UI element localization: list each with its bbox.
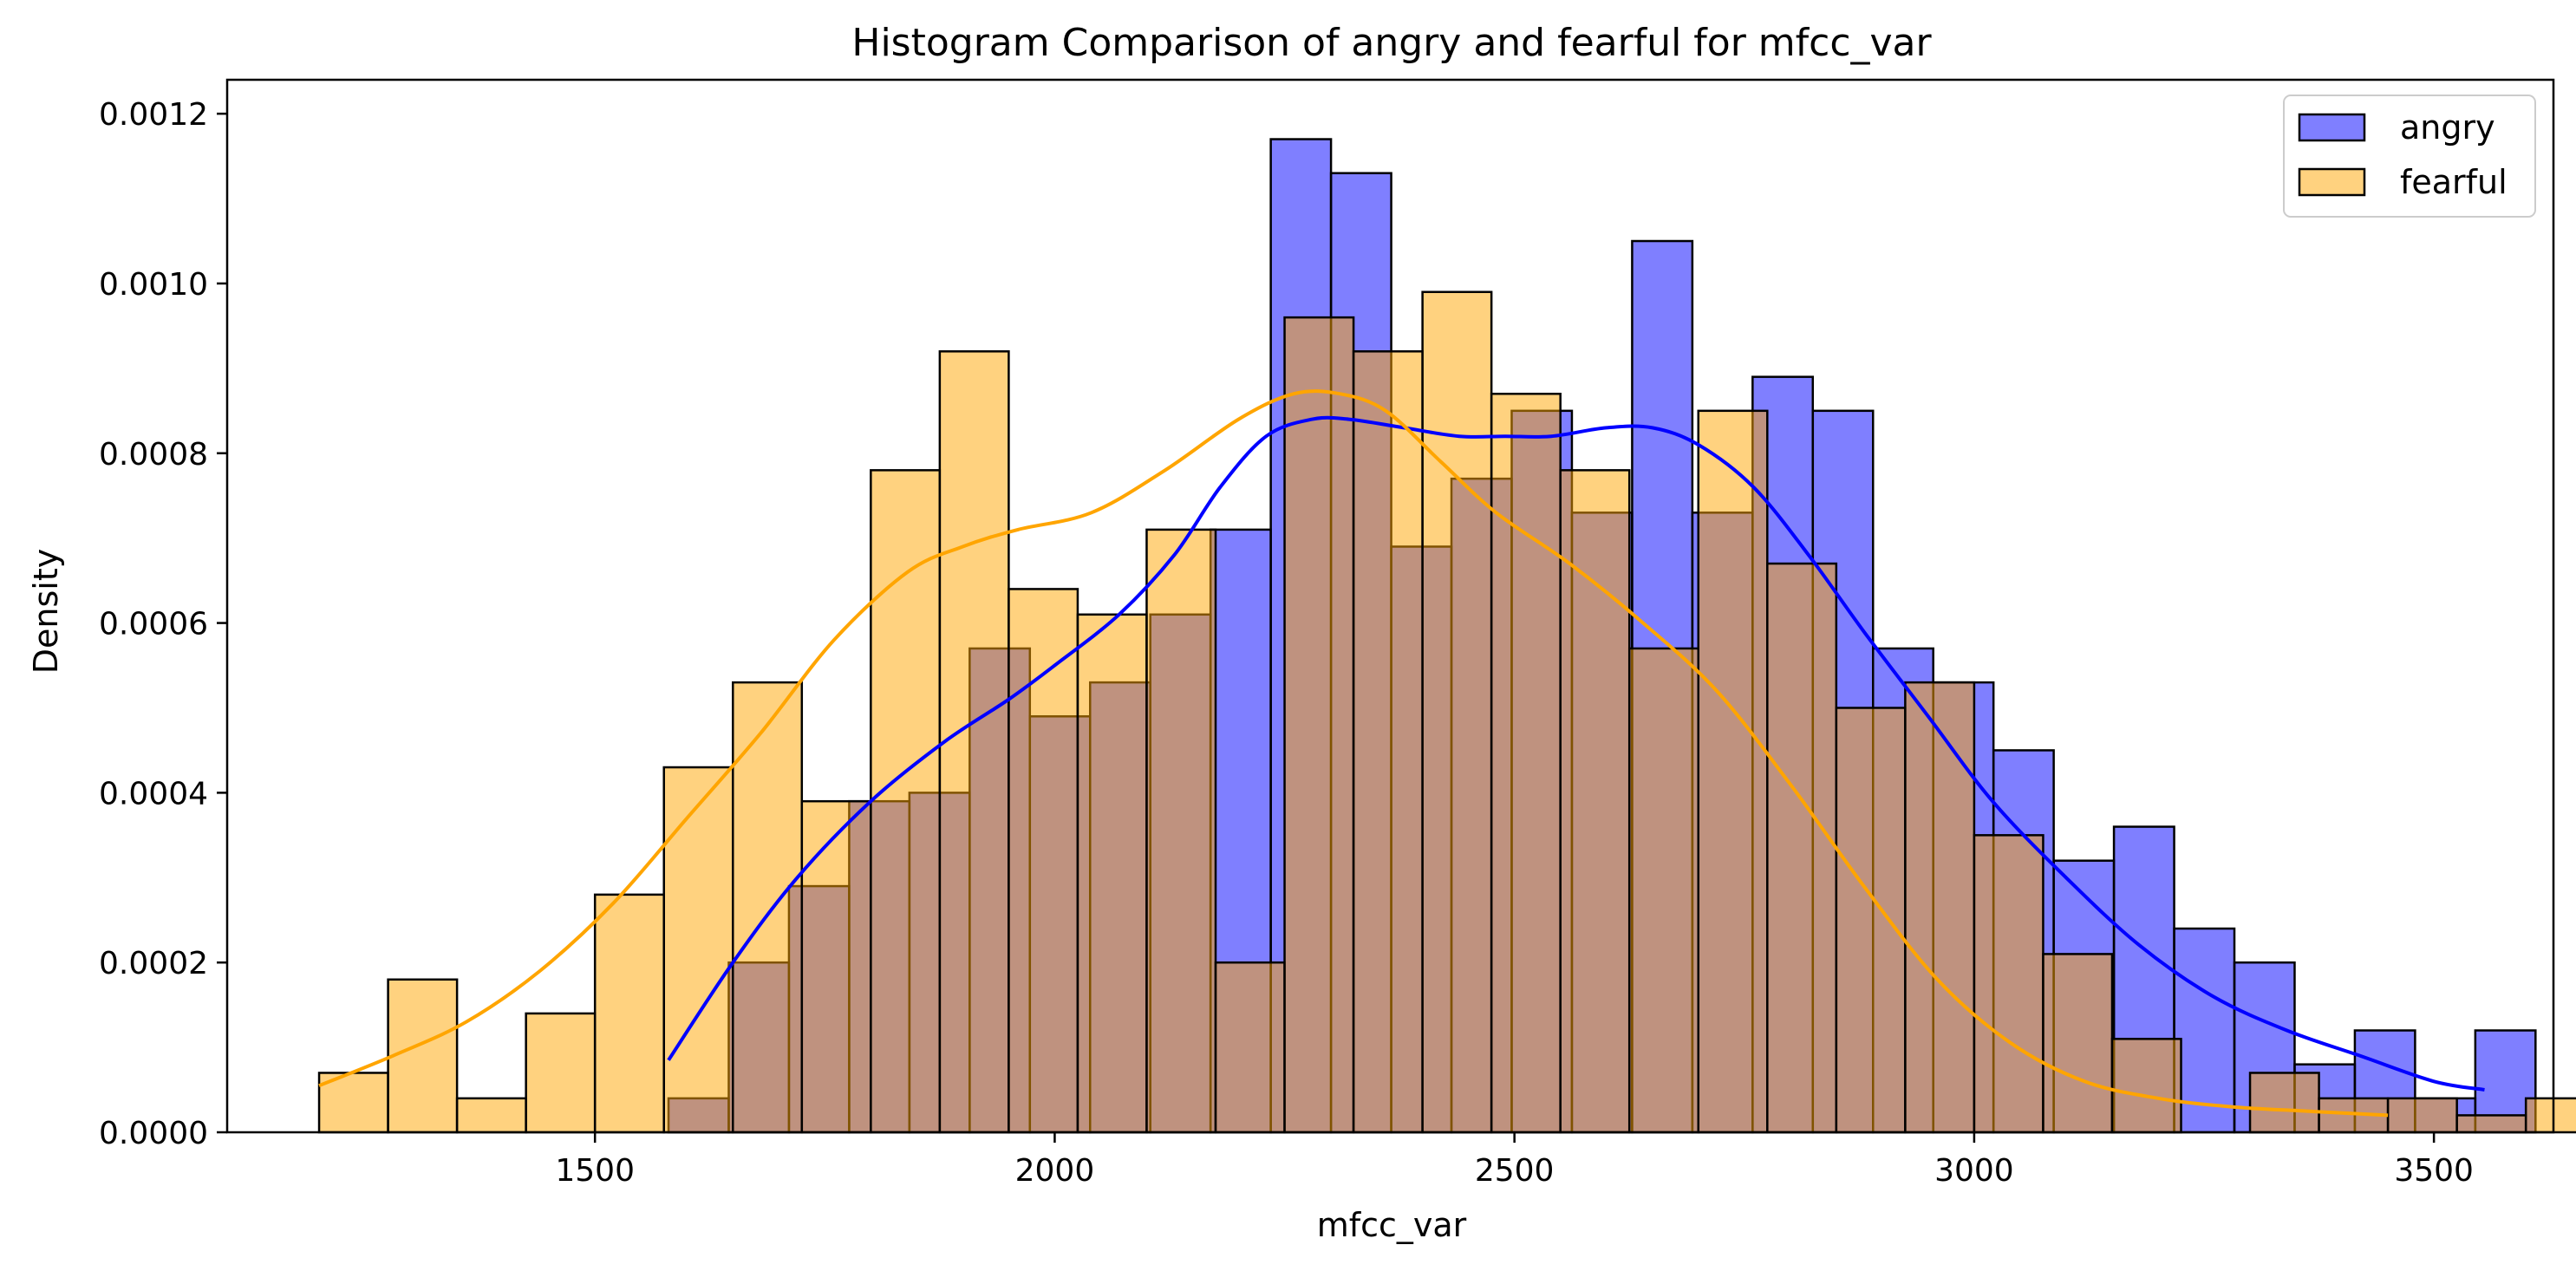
fearful-bar xyxy=(2386,1097,2458,1134)
x-axis-ticks: 1500 2000 2500 3000 3500 xyxy=(555,1132,2474,1189)
legend-swatch-angry xyxy=(2298,113,2366,142)
fearful-bar xyxy=(593,893,665,1134)
x-tick-label: 2500 xyxy=(1475,1153,1555,1189)
fearful-bar xyxy=(1627,647,1700,1134)
fearful-bar xyxy=(1076,613,1148,1134)
kde-layer xyxy=(318,389,2485,1118)
legend-swatch-fearful xyxy=(2298,167,2366,197)
fearful-bar xyxy=(455,1097,527,1134)
fearful-bar xyxy=(1145,528,1217,1134)
y-tick-label: 0.0008 xyxy=(99,437,208,473)
y-tick-label: 0.0010 xyxy=(99,267,208,303)
fearful-bar xyxy=(387,978,459,1134)
fearful-bar xyxy=(2524,1097,2576,1134)
bars-layer xyxy=(317,138,2576,1134)
fearful-bar xyxy=(525,1012,597,1134)
y-tick-label: 0.0006 xyxy=(99,607,208,642)
x-tick-label: 1500 xyxy=(555,1153,635,1189)
plot-frame xyxy=(225,78,2555,1134)
legend-label-fearful: fearful xyxy=(2400,163,2508,201)
y-tick-label: 0.0000 xyxy=(99,1116,208,1151)
x-tick-label: 2000 xyxy=(1015,1153,1095,1189)
x-tick-label: 3000 xyxy=(1934,1153,2014,1189)
fearful-bar xyxy=(2455,1114,2527,1134)
fearful-bar xyxy=(1283,316,1355,1134)
fearful-bar xyxy=(1835,707,1907,1134)
fearful-bar xyxy=(1904,681,1976,1134)
fearful-kde-line xyxy=(318,389,2389,1118)
fearful-bar xyxy=(2042,953,2114,1134)
fearful-bar xyxy=(1559,469,1631,1134)
angry-bar xyxy=(2173,927,2236,1134)
fearful-bar xyxy=(662,766,734,1134)
legend-label-angry: angry xyxy=(2400,108,2495,147)
fearful-bar xyxy=(938,350,1010,1134)
plot-area xyxy=(317,138,2576,1134)
angry-kde-line xyxy=(667,415,2485,1092)
fearful-bar xyxy=(1490,392,1562,1134)
y-axis-ticks: 0.0000 0.0002 0.0004 0.0006 0.0008 0.0010 0.00… xyxy=(99,97,227,1151)
legend: angry fearful xyxy=(2283,95,2536,218)
x-axis-label: mfcc_var xyxy=(1317,1206,1467,1244)
fearful-bar xyxy=(870,469,942,1134)
fearful-bar xyxy=(1421,290,1493,1134)
fearful-bar xyxy=(1766,562,1838,1134)
fearful-bar xyxy=(732,681,804,1134)
y-tick-label: 0.0002 xyxy=(99,946,208,981)
y-tick-label: 0.0012 xyxy=(99,97,208,133)
x-tick-label: 3500 xyxy=(2394,1153,2474,1189)
chart-title: Histogram Comparison of angry and fearfu… xyxy=(851,21,1932,65)
fearful-bar xyxy=(2110,1038,2182,1134)
fearful-bar xyxy=(800,799,872,1134)
fearful-bar xyxy=(2248,1072,2320,1134)
fearful-bar xyxy=(1352,350,1424,1134)
y-axis-label: Density xyxy=(27,549,65,674)
fearful-bar xyxy=(1214,961,1286,1134)
fearful-bar xyxy=(1008,588,1079,1134)
fearful-bar xyxy=(1973,834,2044,1134)
fearful-bar xyxy=(1697,409,1769,1134)
y-tick-label: 0.0004 xyxy=(99,776,208,811)
